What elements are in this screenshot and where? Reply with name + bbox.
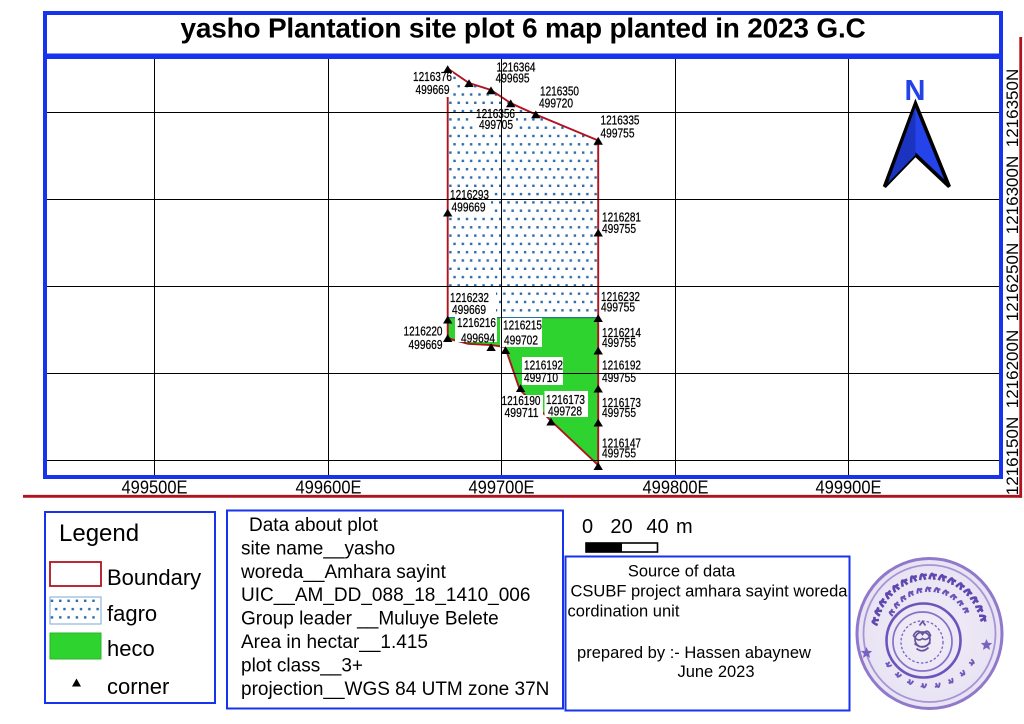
svg-text:1216173: 1216173: [546, 392, 585, 407]
svg-text:20: 20: [610, 516, 632, 538]
svg-text:1216192: 1216192: [524, 358, 563, 373]
svg-text:June 2023: June 2023: [677, 663, 754, 681]
svg-text:Group leader __Muluye Belete: Group leader __Muluye Belete: [241, 609, 499, 630]
svg-text:1216356: 1216356: [476, 106, 515, 121]
svg-text:499711: 499711: [505, 405, 539, 420]
svg-text:Boundary: Boundary: [107, 565, 201, 590]
svg-text:1216350: 1216350: [540, 84, 579, 99]
svg-text:1216350N: 1216350N: [1003, 69, 1022, 147]
svg-text:499669: 499669: [452, 200, 486, 215]
svg-text:1216364: 1216364: [497, 60, 536, 75]
svg-text:m: m: [676, 516, 693, 538]
svg-text:40: 40: [646, 516, 668, 538]
svg-text:Data about plot: Data about plot: [249, 515, 379, 536]
svg-text:1216281: 1216281: [602, 210, 641, 225]
svg-text:1216192: 1216192: [602, 358, 641, 373]
svg-text:499600E: 499600E: [296, 478, 362, 498]
svg-text:Source of data: Source of data: [628, 563, 736, 581]
svg-text:499700E: 499700E: [469, 478, 535, 498]
svg-text:1216173: 1216173: [602, 395, 641, 410]
svg-text:1216147: 1216147: [602, 436, 641, 451]
svg-text:1216200N: 1216200N: [1003, 330, 1022, 408]
svg-text:1216232: 1216232: [601, 289, 640, 304]
svg-text:Area in hectar__1.415: Area in hectar__1.415: [241, 632, 428, 653]
svg-text:499720: 499720: [539, 96, 573, 111]
svg-text:1216232: 1216232: [450, 290, 489, 305]
svg-text:woreda__Amhara sayint: woreda__Amhara sayint: [240, 562, 447, 583]
svg-text:1216150N: 1216150N: [1003, 417, 1022, 495]
svg-text:499755: 499755: [601, 300, 635, 315]
svg-text:plot class__3+: plot class__3+: [241, 655, 363, 676]
svg-text:499755: 499755: [602, 221, 636, 236]
svg-text:499500E: 499500E: [122, 478, 188, 498]
svg-text:1216214: 1216214: [602, 325, 641, 340]
svg-text:1216250N: 1216250N: [1003, 243, 1022, 321]
svg-text:499710: 499710: [524, 370, 558, 385]
svg-text:corner: corner: [107, 674, 169, 699]
svg-text:yasho Plantation site plot 6 m: yasho Plantation site plot 6 map planted…: [180, 13, 865, 44]
svg-text:cordination unit: cordination unit: [568, 603, 680, 621]
svg-text:499755: 499755: [601, 126, 635, 141]
svg-text:1216293: 1216293: [450, 187, 489, 202]
svg-text:499669: 499669: [416, 82, 450, 97]
svg-text:prepared by :- Hassen abaynew: prepared by :- Hassen abaynew: [577, 644, 811, 662]
svg-text:projection__WGS 84 UTM zone 37: projection__WGS 84 UTM zone 37N: [241, 679, 549, 700]
svg-text:499694: 499694: [461, 331, 495, 346]
svg-text:499900E: 499900E: [816, 478, 882, 498]
svg-text:499755: 499755: [602, 370, 636, 385]
svg-text:CSUBF project amhara sayint wo: CSUBF project amhara sayint woreda: [571, 583, 849, 601]
svg-text:site name__yasho: site name__yasho: [241, 538, 395, 559]
svg-text:499755: 499755: [602, 405, 636, 420]
svg-text:499728: 499728: [548, 404, 582, 419]
svg-text:0: 0: [582, 516, 593, 538]
svg-text:heco: heco: [107, 636, 155, 661]
svg-text:1216376: 1216376: [413, 69, 452, 84]
svg-text:499755: 499755: [602, 335, 636, 350]
svg-text:fagro: fagro: [107, 601, 157, 626]
svg-text:499669: 499669: [409, 337, 443, 352]
svg-text:1216300N: 1216300N: [1003, 156, 1022, 234]
svg-text:499800E: 499800E: [643, 478, 709, 498]
svg-text:UIC__AM_DD_088_18_1410_006: UIC__AM_DD_088_18_1410_006: [241, 585, 530, 606]
svg-text:499695: 499695: [496, 71, 530, 86]
svg-text:1216215: 1216215: [503, 318, 542, 333]
svg-text:Legend: Legend: [59, 520, 139, 547]
svg-text:1216335: 1216335: [601, 113, 640, 128]
svg-text:1216216: 1216216: [457, 315, 496, 330]
svg-text:N: N: [905, 75, 926, 107]
svg-text:499669: 499669: [452, 302, 486, 317]
svg-text:1216190: 1216190: [502, 393, 541, 408]
svg-text:499705: 499705: [479, 117, 513, 132]
svg-text:499702: 499702: [504, 333, 538, 348]
svg-text:499755: 499755: [602, 446, 636, 461]
svg-text:1216220: 1216220: [404, 324, 443, 339]
